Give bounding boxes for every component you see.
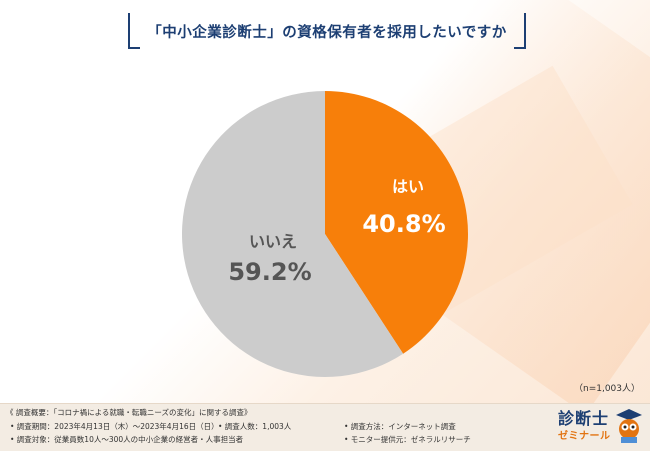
slice-label-0: はい (392, 177, 424, 196)
pie-chart: はい 40.8% いいえ 59.2% (182, 90, 469, 377)
logo-text-main: 診断士 (558, 409, 610, 428)
chart-title-frame: 「中小企業診断士」の資格保有者を採用したいですか (128, 13, 526, 49)
pie-slice-0 (325, 91, 469, 354)
survey-count: • 調査人数：1,003人 (218, 422, 292, 431)
slice-value-1: 59.2% (228, 258, 311, 286)
logo-text-sub: ゼミナール (558, 431, 611, 442)
survey-period: • 調査期間：2023年4月13日（木）〜2023年4月16日（日） (10, 422, 219, 431)
owl-mascot-icon (616, 409, 642, 443)
survey-overview: 《 調査概要：「コロナ禍による就職・転職ニーズの変化」に関する調査》 (6, 408, 252, 417)
slice-label-1: いいえ (249, 232, 297, 251)
pie-slice-1 (182, 90, 404, 377)
survey-footer (0, 403, 650, 451)
chart-title: 「中小企業診断士」の資格保有者を採用したいですか (147, 24, 507, 41)
survey-provider: • モニター提供元：ゼネラルリサーチ (344, 435, 471, 444)
sample-size-note: （n=1,003人） (573, 384, 640, 394)
survey-target: • 調査対象：従業員数10人〜300人の中小企業の経営者・人事担当者 (10, 435, 244, 444)
slice-value-0: 40.8% (362, 210, 445, 238)
survey-method: • 調査方法：インターネット調査 (344, 422, 456, 431)
brand-logo: 診断士 ゼミナール (556, 405, 646, 447)
